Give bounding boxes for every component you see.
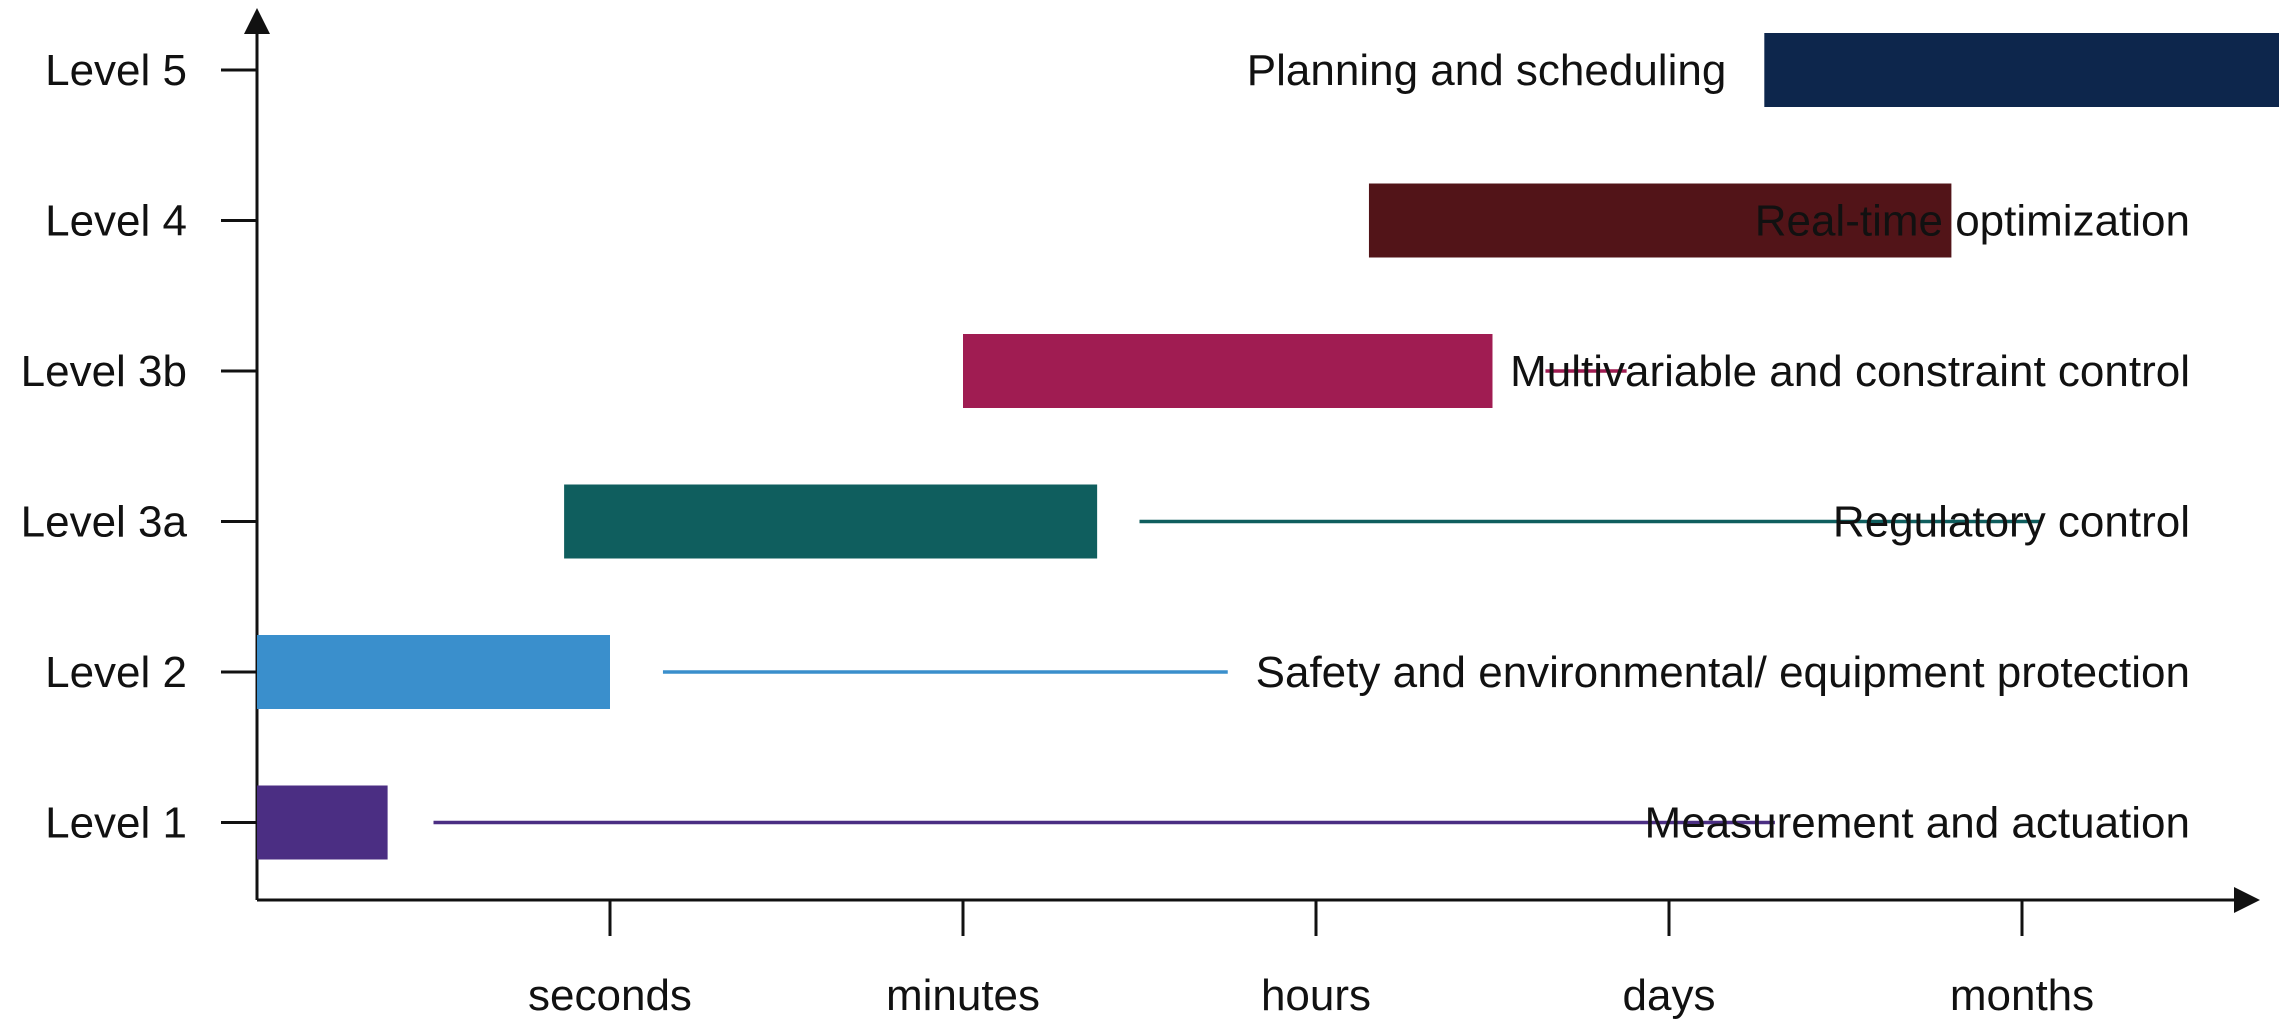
bar-group bbox=[257, 33, 2279, 860]
description-label-group: Measurement and actuation Safety and envi… bbox=[1247, 46, 2190, 848]
x-axis-arrowhead bbox=[2234, 887, 2260, 913]
bar-description-label: Safety and environmental/ equipment prot… bbox=[1256, 648, 2190, 697]
y-tick-label: Level 5 bbox=[45, 46, 187, 95]
bar bbox=[963, 334, 1493, 408]
y-tick-label: Level 1 bbox=[45, 799, 187, 848]
y-tick-group: Level 1 Level 2 Level 3a Level 3b Level 4 Lev… bbox=[21, 46, 257, 848]
x-tick-label: months bbox=[1950, 971, 2094, 1020]
bar bbox=[1368, 183, 1952, 258]
bar bbox=[257, 635, 610, 709]
x-tick-label: seconds bbox=[528, 971, 692, 1020]
y-tick-label: Level 2 bbox=[45, 648, 187, 697]
axes bbox=[244, 8, 2260, 913]
y-tick-label: Level 3a bbox=[21, 498, 188, 547]
bar-description-label: Multivariable and constraint control bbox=[1510, 347, 2190, 396]
bar bbox=[1764, 33, 2279, 107]
bar-description-label: Real-time optimization bbox=[1755, 197, 2190, 246]
y-axis-arrowhead bbox=[244, 8, 270, 34]
bar bbox=[257, 785, 388, 860]
leader-line-group bbox=[433, 369, 2040, 825]
x-tick-group: seconds minutes hours days months bbox=[528, 900, 2094, 1020]
bar-description-label: Planning and scheduling bbox=[1247, 46, 1727, 95]
bar bbox=[564, 484, 1098, 559]
x-tick-label: days bbox=[1623, 971, 1716, 1020]
y-tick-label: Level 4 bbox=[45, 197, 187, 246]
x-tick-label: hours bbox=[1261, 971, 1371, 1020]
y-tick-label: Level 3b bbox=[21, 347, 187, 396]
x-tick-label: minutes bbox=[886, 971, 1040, 1020]
bar-description-label: Regulatory control bbox=[1833, 498, 2190, 547]
bar-description-label: Measurement and actuation bbox=[1645, 799, 2190, 848]
